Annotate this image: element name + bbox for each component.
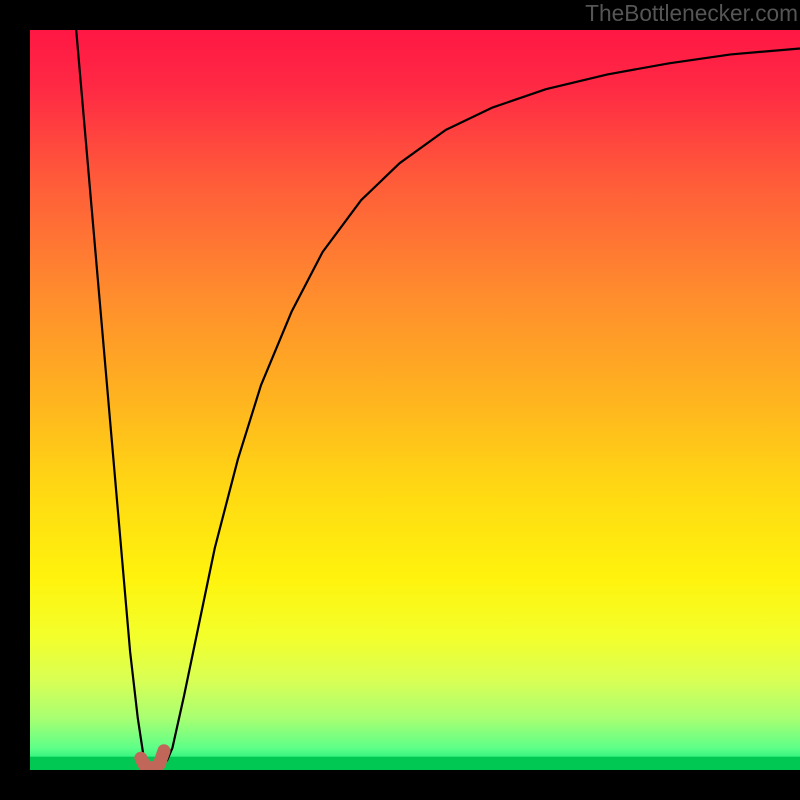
gradient-background <box>30 30 800 770</box>
watermark-text: TheBottlenecker.com <box>585 0 798 27</box>
chart-plot-area <box>30 30 800 770</box>
chart-svg <box>30 30 800 770</box>
chart-container: TheBottlenecker.com <box>0 0 800 800</box>
